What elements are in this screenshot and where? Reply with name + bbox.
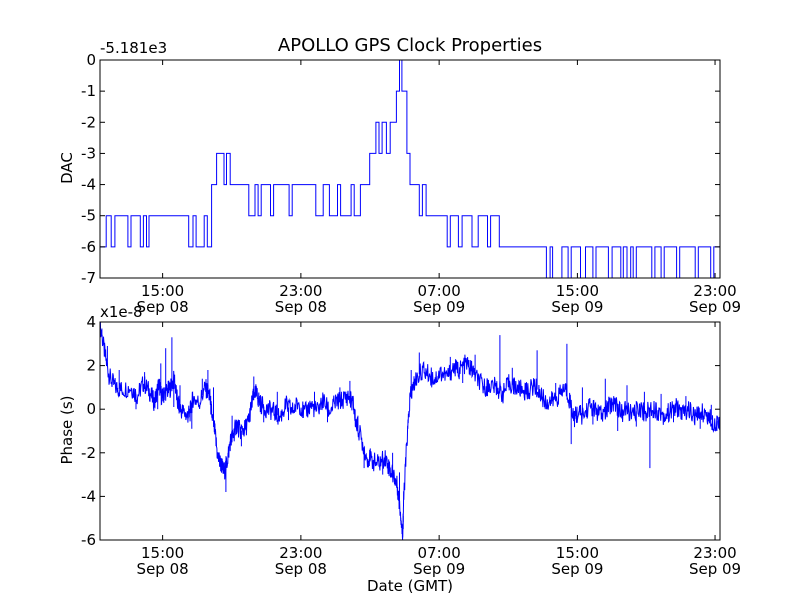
dac-offset-label: -5.181e3 <box>100 39 167 57</box>
dac-ytick-label-1: -1 <box>81 82 96 100</box>
phase-plot-frame <box>99 321 721 541</box>
dac-xtick-time-label-1: 23:00 <box>279 282 322 300</box>
phase-xtick-time-label-2: 07:00 <box>418 544 461 562</box>
dac-ytick-label-4: -4 <box>81 176 96 194</box>
phase-xtick-time-label-0: 15:00 <box>141 544 184 562</box>
phase-series-line <box>99 321 721 541</box>
dac-xtick-time-label-0: 15:00 <box>141 282 184 300</box>
phase-xtick-date-label-1: Sep 08 <box>275 560 327 578</box>
phase-subplot: x1e-8 Phase (s) Date (GMT) 4 2 0 -2 -4 -6 15:0… <box>58 303 741 595</box>
dac-ylabel: DAC <box>58 152 76 184</box>
phase-xlabel: Date (GMT) <box>367 577 453 595</box>
dac-ytick-label-2: -2 <box>81 113 96 131</box>
dac-xtick-time-label-3: 15:00 <box>556 282 599 300</box>
phase-xtick-date-label-0: Sep 08 <box>137 560 189 578</box>
dac-ytick-label-3: -3 <box>81 144 96 162</box>
dac-xtick-date-label-0: Sep 08 <box>137 298 189 316</box>
dac-xtick-date-label-4: Sep 09 <box>689 298 741 316</box>
phase-ytick-label-4: -4 <box>81 487 96 505</box>
phase-ytick-label-0: 4 <box>86 313 96 331</box>
phase-noise-spikes <box>101 328 718 530</box>
phase-ytick-label-3: -2 <box>81 444 96 462</box>
phase-xtick-time-label-4: 23:00 <box>693 544 736 562</box>
phase-xtick-date-label-3: Sep 09 <box>551 560 603 578</box>
chart-title: APOLLO GPS Clock Properties <box>278 35 542 56</box>
dac-xtick-time-label-4: 23:00 <box>693 282 736 300</box>
phase-ylabel: Phase (s) <box>58 395 76 464</box>
dac-ytick-label-0: 0 <box>86 51 96 69</box>
phase-ytick-label-2: 0 <box>86 400 96 418</box>
dac-ytick-label-6: -6 <box>81 238 96 256</box>
dac-ytick-label-5: -5 <box>81 207 96 225</box>
phase-ytick-label-1: 2 <box>86 357 96 375</box>
phase-xtick-date-label-2: Sep 09 <box>413 560 465 578</box>
dac-xtick-date-label-1: Sep 08 <box>275 298 327 316</box>
dac-ytick-label-7: -7 <box>81 269 96 287</box>
phase-xtick-time-label-1: 23:00 <box>279 544 322 562</box>
dac-xtick-date-label-3: Sep 09 <box>551 298 603 316</box>
dac-plot-frame <box>99 59 721 279</box>
phase-offset-label: x1e-8 <box>100 303 143 321</box>
phase-xtick-time-label-3: 15:00 <box>556 544 599 562</box>
phase-xtick-date-label-4: Sep 09 <box>689 560 741 578</box>
dac-xtick-date-label-2: Sep 09 <box>413 298 465 316</box>
phase-ytick-label-5: -6 <box>81 531 96 549</box>
dac-xtick-time-label-2: 07:00 <box>418 282 461 300</box>
